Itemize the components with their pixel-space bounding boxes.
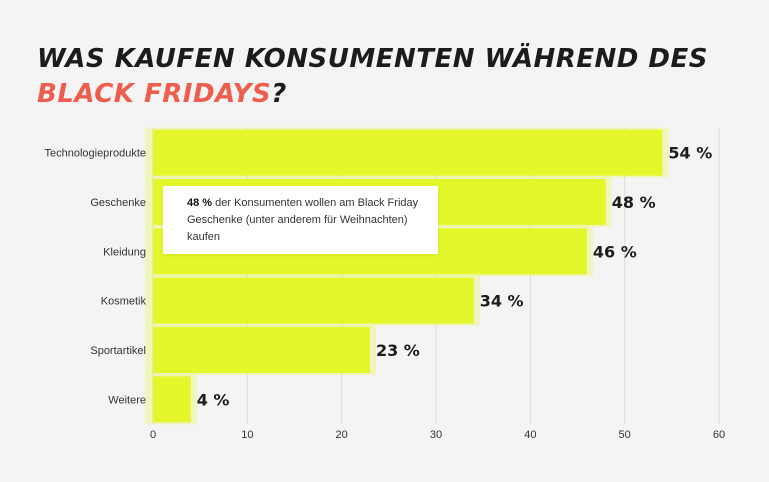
tick-label-30: 30 (430, 429, 442, 441)
category-label-0: Technologieprodukte (44, 148, 146, 160)
tick-label-20: 20 (336, 429, 348, 441)
bar-5 (153, 376, 191, 423)
tooltip-text: der Konsumenten wollen am Black Friday G… (187, 197, 419, 243)
tick-label-0: 0 (150, 429, 156, 441)
chart-title-line-1: WAS KAUFEN KONSUMENTEN WÄHREND DES (37, 44, 708, 74)
tick-label-10: 10 (241, 429, 253, 441)
tick-label-60: 60 (713, 429, 725, 441)
value-label-5: 4 % (197, 390, 230, 409)
title-highlight: BLACK FRIDAYS (37, 79, 272, 109)
bar-0 (153, 129, 663, 176)
chart-title-line-2: BLACK FRIDAYS? (37, 79, 287, 109)
bar-3 (153, 277, 474, 324)
tooltip: 48 % der Konsumenten wollen am Black Fri… (163, 186, 438, 254)
title-end: ? (271, 79, 287, 109)
category-label-5: Weitere (108, 394, 146, 406)
category-label-4: Sportartikel (90, 345, 146, 357)
value-label-2: 46 % (593, 242, 637, 261)
bar-4 (153, 327, 370, 373)
value-label-3: 34 % (480, 292, 524, 311)
tooltip-bold: 48 % (187, 197, 213, 209)
value-label-4: 23 % (376, 341, 420, 360)
category-label-1: Geschenke (90, 197, 146, 209)
category-label-3: Kosmetik (101, 296, 147, 308)
tick-label-40: 40 (524, 429, 536, 441)
tick-label-50: 50 (619, 429, 631, 441)
value-label-1: 48 % (612, 193, 656, 212)
category-label-2: Kleidung (103, 246, 146, 258)
value-label-0: 54 % (668, 144, 712, 163)
